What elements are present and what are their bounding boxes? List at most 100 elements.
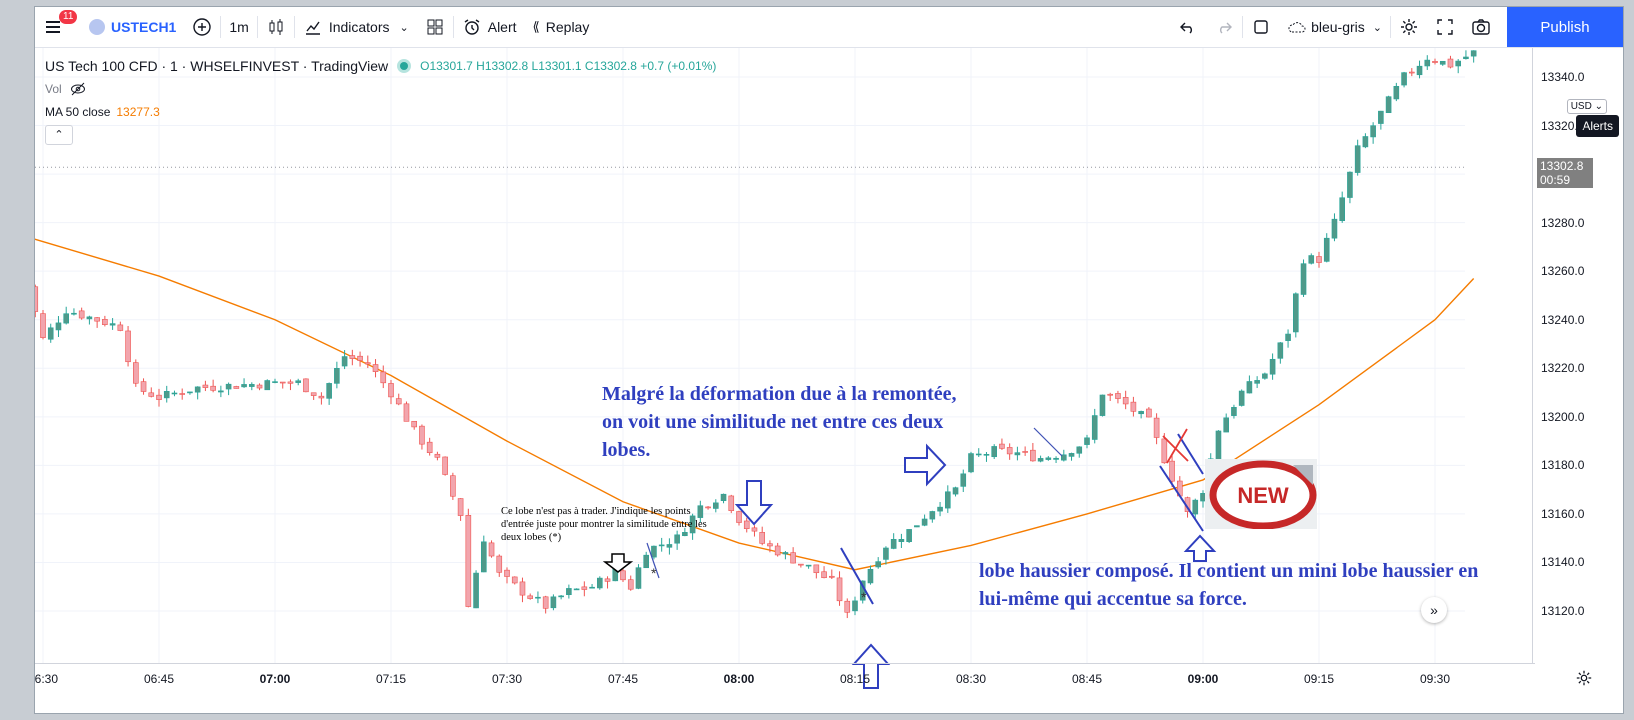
volume-label: Vol bbox=[45, 82, 62, 96]
collapse-legend-button[interactable]: ⌃ bbox=[45, 125, 73, 145]
candle-body bbox=[1470, 50, 1477, 57]
settings-button[interactable] bbox=[1391, 7, 1427, 47]
candle-body bbox=[921, 518, 928, 526]
interval-button[interactable]: 1m bbox=[229, 19, 249, 35]
candle-body bbox=[442, 456, 448, 475]
scroll-right-button[interactable]: » bbox=[1421, 597, 1447, 623]
candle-body bbox=[357, 355, 363, 361]
publish-button[interactable]: Publish bbox=[1507, 7, 1623, 47]
templates-button[interactable] bbox=[417, 7, 453, 47]
compare-button[interactable] bbox=[184, 7, 220, 47]
candle-body bbox=[1331, 218, 1338, 239]
time-tick-label: 07:00 bbox=[259, 672, 291, 686]
candle-body bbox=[620, 570, 626, 581]
candle-body bbox=[457, 498, 464, 516]
candle-body bbox=[1076, 446, 1083, 454]
candle-body bbox=[666, 544, 673, 548]
candle-body bbox=[349, 355, 356, 359]
alert-button[interactable]: Alert bbox=[454, 7, 525, 47]
redo-icon bbox=[1220, 22, 1233, 34]
candle-body bbox=[798, 563, 804, 566]
price-chart[interactable]: * * bbox=[35, 48, 1624, 714]
candle-body bbox=[581, 586, 588, 590]
candle-body bbox=[1455, 60, 1461, 67]
candle-body bbox=[1130, 401, 1137, 412]
candle-body bbox=[674, 534, 680, 544]
separator bbox=[220, 16, 222, 38]
gear-icon bbox=[1576, 670, 1592, 686]
candle-body bbox=[1231, 407, 1237, 416]
alerts-button[interactable]: Alerts bbox=[1576, 115, 1619, 137]
drawings-layer: * * bbox=[602, 427, 1217, 689]
price-tick-label: 13200.0 bbox=[1541, 409, 1585, 424]
snapshot-button[interactable] bbox=[1463, 7, 1499, 47]
candle-body bbox=[78, 310, 85, 319]
top-toolbar: 11 USTECH1 1m Indicators ⌄ Alert ⟪ bbox=[35, 7, 1623, 48]
menu-button[interactable]: 11 bbox=[35, 7, 81, 47]
candle-body bbox=[94, 317, 100, 322]
candle-body bbox=[566, 588, 572, 596]
chevron-down-icon: ⌄ bbox=[1372, 21, 1382, 34]
fullscreen-button[interactable] bbox=[1427, 7, 1463, 47]
candle-body bbox=[983, 454, 990, 456]
candle-body bbox=[171, 392, 178, 395]
currency-select[interactable]: USD ⌄ bbox=[1566, 99, 1607, 114]
candle-body bbox=[689, 515, 696, 534]
replay-label: Replay bbox=[545, 19, 590, 35]
candle-body bbox=[596, 577, 603, 589]
chart-type-button[interactable] bbox=[258, 7, 294, 47]
candle-body bbox=[968, 453, 974, 473]
candle-body bbox=[1122, 397, 1129, 405]
candle-body bbox=[86, 316, 93, 320]
price-tick-label: 13320.0 bbox=[1541, 118, 1585, 133]
candle-body bbox=[295, 380, 302, 383]
candle-body bbox=[1339, 197, 1345, 222]
notification-badge: 11 bbox=[59, 10, 78, 24]
redo-button[interactable] bbox=[1206, 7, 1242, 47]
candle-body bbox=[1424, 59, 1431, 67]
layout-name-button[interactable]: bleu-gris ⌄ bbox=[1279, 7, 1390, 47]
candle-body bbox=[210, 385, 216, 391]
candle-body bbox=[952, 487, 959, 495]
alarm-clock-icon bbox=[464, 19, 480, 35]
star-marker: * bbox=[861, 589, 867, 605]
candle-body bbox=[1053, 457, 1059, 460]
layout-select-button[interactable] bbox=[1243, 7, 1279, 47]
candle-body bbox=[1447, 58, 1454, 68]
candle-body bbox=[1030, 449, 1036, 462]
symbol-search[interactable]: USTECH1 bbox=[81, 7, 184, 47]
annotation-bottom: lobe haussier composé. Il contient un mi… bbox=[979, 560, 1479, 610]
candle-body bbox=[1269, 358, 1276, 375]
candle-body bbox=[1409, 71, 1415, 74]
layout-name-label: bleu-gris bbox=[1311, 19, 1365, 35]
separator bbox=[452, 16, 454, 38]
candle-body bbox=[697, 505, 704, 518]
candle-body bbox=[535, 596, 541, 599]
trendline-drawing bbox=[1033, 427, 1063, 457]
candles-icon bbox=[269, 19, 283, 35]
undo-button[interactable] bbox=[1170, 7, 1206, 47]
indicators-button[interactable]: Indicators ⌄ bbox=[295, 7, 417, 47]
candle-body bbox=[1099, 394, 1106, 416]
candle-body bbox=[179, 393, 185, 395]
candle-body bbox=[906, 529, 912, 543]
time-tick-label: 08:00 bbox=[723, 672, 755, 686]
candle-body bbox=[1223, 417, 1229, 433]
candle-body bbox=[1262, 373, 1268, 379]
candle-body bbox=[813, 564, 820, 574]
time-tick-label: 07:30 bbox=[491, 672, 523, 686]
candle-body bbox=[109, 323, 116, 326]
replay-button[interactable]: ⟪ Replay bbox=[525, 7, 598, 47]
candle-body bbox=[233, 386, 240, 389]
price-axis[interactable]: USD ⌄ Alerts 13340.0 13320.0 13280.0 13260.… bbox=[1532, 48, 1623, 663]
time-axis[interactable]: 06:30 06:45 07:00 07:15 07:30 07:45 08:00 08:15… bbox=[35, 663, 1535, 697]
last-price-value: 13302.8 bbox=[1540, 159, 1584, 174]
candle-body bbox=[805, 564, 812, 567]
tradingview-frame: 11 USTECH1 1m Indicators ⌄ Alert ⟪ bbox=[34, 6, 1624, 714]
axis-settings-button[interactable] bbox=[1575, 669, 1593, 692]
time-tick-label: 09:30 bbox=[1419, 672, 1451, 686]
eye-crossed-icon[interactable] bbox=[70, 82, 86, 96]
candle-body bbox=[1084, 437, 1090, 445]
candle-body bbox=[1300, 263, 1307, 295]
candle-body bbox=[604, 578, 611, 582]
